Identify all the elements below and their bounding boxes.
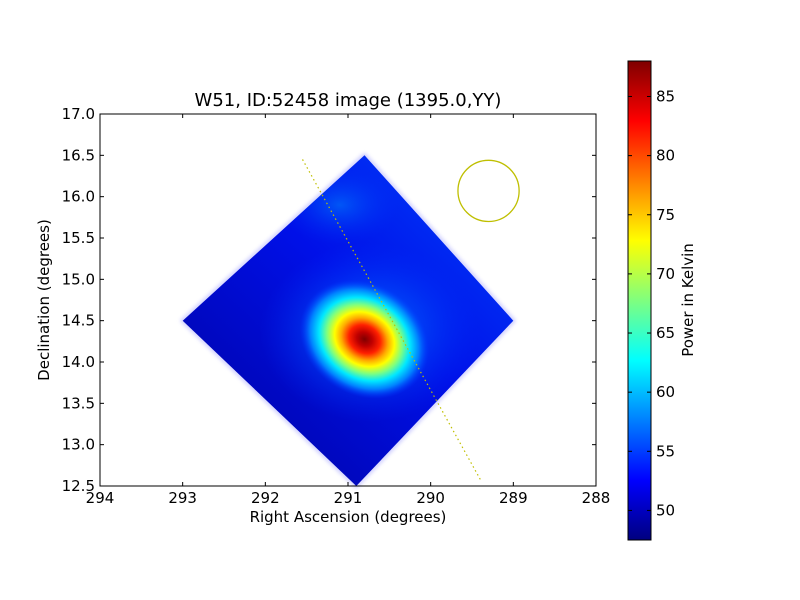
- x-tick-label: 293: [168, 489, 197, 507]
- beam-circle: [457, 159, 520, 223]
- colorbar: 50 55 60 65 70 75 80 85 Power in Kelvin: [627, 60, 697, 541]
- colorbar-label: Power in Kelvin: [679, 243, 697, 357]
- x-axis-label: Right Ascension (degrees): [250, 508, 447, 526]
- colorbar-tick-label: 55: [656, 442, 675, 460]
- heatmap-peak: [299, 279, 430, 399]
- y-tick-label: 16.5: [62, 146, 95, 164]
- x-tick-label: 289: [499, 489, 528, 507]
- y-axis: 12.5 13.0 13.5 14.0 14.5 15.0 15.5 16.0 16.5 17.0: [62, 105, 596, 495]
- colorbar-ticks: 50 55 60 65 70 75 80 85: [628, 87, 675, 519]
- chart-title: W51, ID:52458 image (1395.0,YY): [195, 90, 502, 111]
- y-tick-label: 12.5: [62, 477, 95, 495]
- x-tick-label: 292: [251, 489, 280, 507]
- x-tick-label: 288: [582, 489, 611, 507]
- x-tick-label: 291: [334, 489, 363, 507]
- y-axis-label: Declination (degrees): [35, 219, 53, 381]
- y-tick-label: 13.5: [62, 394, 95, 412]
- colorbar-tick-label: 85: [656, 87, 675, 105]
- colorbar-tick-label: 80: [656, 147, 675, 165]
- y-tick-label: 15.5: [62, 229, 95, 247]
- y-tick-label: 15.0: [62, 270, 95, 288]
- colorbar-tick-label: 50: [656, 501, 675, 519]
- x-tick-label: 290: [416, 489, 445, 507]
- colorbar-gradient: [627, 60, 652, 541]
- x-tick-label: 294: [86, 489, 115, 507]
- colorbar-tick-label: 65: [656, 324, 675, 342]
- x-axis: 294 293 292 291 290 289 288: [86, 114, 611, 507]
- y-tick-label: 16.0: [62, 188, 95, 206]
- y-tick-label: 14.0: [62, 353, 95, 371]
- y-tick-label: 13.0: [62, 436, 95, 454]
- colorbar-tick-label: 75: [656, 206, 675, 224]
- y-tick-label: 17.0: [62, 105, 95, 123]
- colorbar-tick-label: 70: [656, 265, 675, 283]
- y-tick-label: 14.5: [62, 312, 95, 330]
- colorbar-tick-label: 60: [656, 383, 675, 401]
